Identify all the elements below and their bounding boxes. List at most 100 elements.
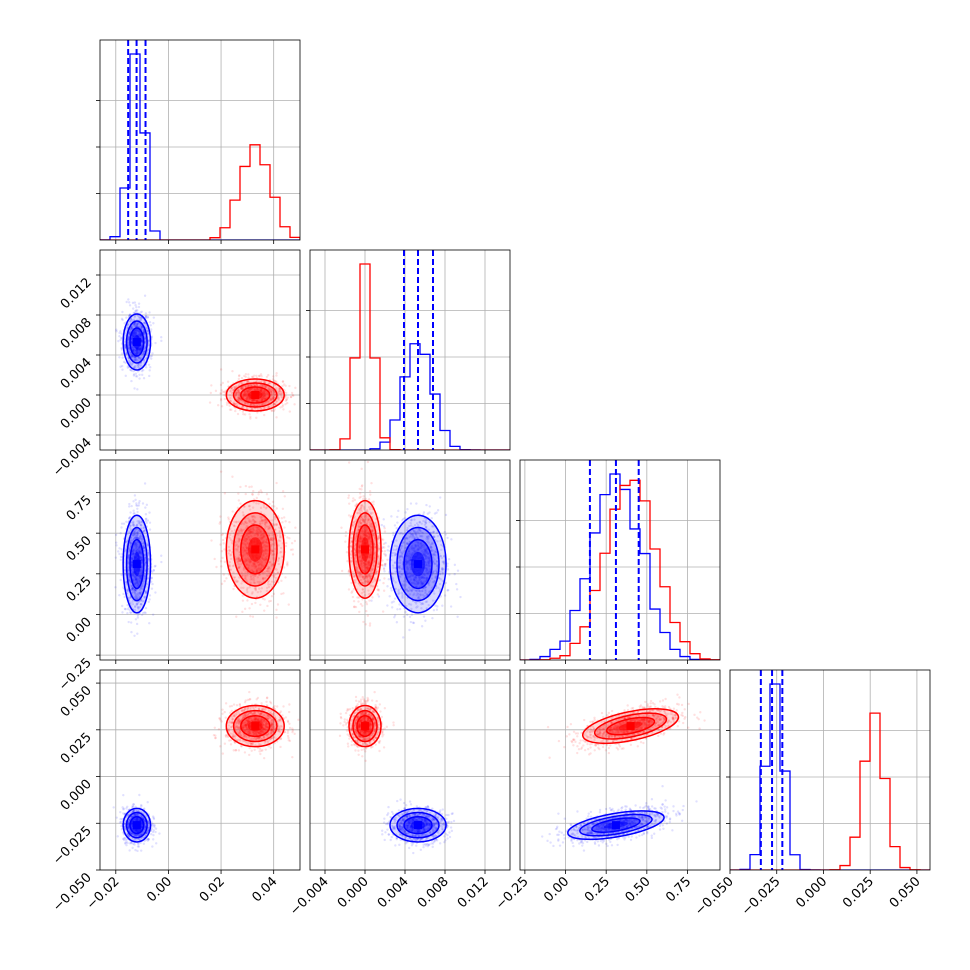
scatter-point [120,317,124,321]
scatter-point [255,379,259,383]
scatter-point [351,499,354,503]
scatter-point [133,333,136,336]
scatter-point [137,537,141,540]
scatter-point [126,338,130,341]
scatter-point [132,509,135,512]
scatter-point [229,396,232,400]
scatter-point [132,552,136,555]
scatter-point [280,395,283,398]
scatter-point [242,393,246,397]
scatter-point [290,541,294,545]
scatter-point [238,397,242,401]
scatter-point [382,518,385,521]
scatter-point [136,582,140,585]
scatter-point [140,344,144,347]
scatter-point [138,591,141,595]
scatter-point [137,355,141,359]
scatter-point [278,388,281,391]
scatter-point [247,390,250,393]
scatter-point [121,318,124,322]
scatter-point [273,505,276,508]
scatter-point [131,307,135,310]
panel-content [115,294,297,420]
scatter-point [137,349,141,353]
panel-content [340,460,462,639]
scatter-point [249,387,253,391]
scatter-point [136,616,140,619]
scatter-point [232,402,235,405]
scatter-point [127,336,130,340]
scatter-point [263,390,266,393]
scatter-point [131,552,134,556]
scatter-point [147,577,150,580]
scatter-point [128,313,132,317]
scatter-point [247,390,250,393]
scatter-point [136,323,139,326]
scatter-point [131,539,134,543]
scatter-point [140,325,143,328]
scatter-point [142,330,146,334]
scatter-point [132,552,135,556]
scatter-point [142,611,145,615]
scatter-point [248,387,252,391]
scatter-point [283,526,286,529]
scatter-point [132,537,136,540]
scatter-point [277,392,281,395]
scatter-point [246,391,249,395]
scatter-point [222,573,226,576]
scatter-point [137,607,140,610]
scatter-point [366,460,370,464]
scatter-point [388,595,391,598]
scatter-panel-1-0 [96,249,301,454]
scatter-point [245,394,249,398]
scatter-point [135,305,138,309]
scatter-point [126,611,129,615]
scatter-point [229,390,232,393]
scatter-point [285,541,288,545]
scatter-point [121,364,124,368]
scatter-point [240,387,243,390]
scatter-point [247,388,250,391]
scatter-point [124,361,127,365]
scatter-point [238,396,241,400]
scatter-point [135,328,138,331]
scatter-point [273,379,276,383]
scatter-point [135,584,138,587]
scatter-point [431,616,434,620]
scatter-point [293,403,296,406]
scatter-point [270,409,274,412]
scatter-point [263,394,266,398]
scatter-point [230,408,233,411]
scatter-point [143,294,147,297]
scatter-point [272,389,275,392]
scatter-point [129,317,133,321]
scatter-point [253,398,256,402]
scatter-point [127,620,130,624]
scatter-point [245,397,248,400]
scatter-point [135,349,138,352]
scatter-point [268,405,271,409]
scatter-point [263,394,266,398]
scatter-point [243,392,246,395]
scatter-point [119,330,122,333]
scatter-point [292,394,295,397]
scatter-point [149,324,152,327]
scatter-point [135,324,138,328]
scatter-point [128,330,131,333]
scatter-point [134,329,138,332]
scatter-point [138,322,141,325]
scatter-point [131,586,135,590]
scatter-point [127,298,130,301]
scatter-point [275,400,278,403]
scatter-point [278,387,281,391]
scatter-point [132,325,135,328]
scatter-point [237,396,240,399]
scatter-point [398,607,402,611]
scatter-point [118,335,121,338]
scatter-point [250,602,254,606]
scatter-point [285,391,288,395]
scatter-point [250,398,254,401]
scatter-point [255,384,258,387]
scatter-point [270,399,273,402]
scatter-point [160,336,163,339]
